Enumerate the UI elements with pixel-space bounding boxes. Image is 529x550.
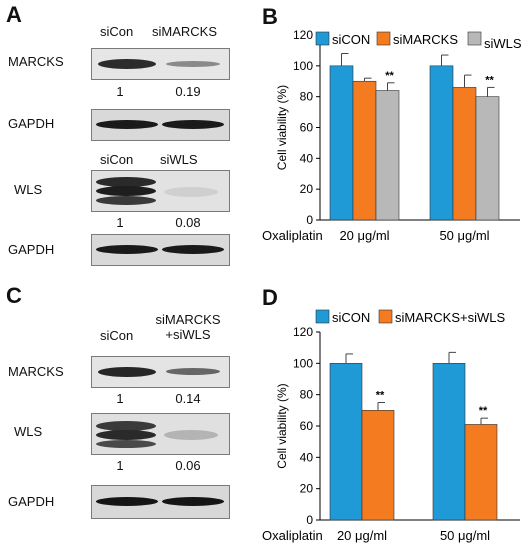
row-label: GAPDH: [8, 116, 55, 131]
blot-gapdh: [91, 485, 230, 519]
panel-label-b: B: [262, 4, 278, 29]
y-tick-label: 20: [300, 182, 314, 196]
y-tick-label: 20: [300, 482, 314, 496]
significance-label: **: [479, 405, 488, 417]
panel-label-a: A: [6, 2, 22, 27]
bar-siCON: [429, 65, 454, 221]
lane-label: siMARCKS: [152, 24, 218, 39]
y-tick-label: 100: [293, 59, 313, 73]
blot-gapdh: [91, 234, 230, 266]
bar-siWLS: [475, 96, 500, 221]
bar-siCON: [329, 363, 363, 521]
lane-label: siMARCKS: [155, 312, 221, 327]
legend-swatch: [315, 31, 330, 46]
blot-marcks: [91, 356, 230, 388]
quant-value: 0.19: [175, 84, 201, 99]
row-label: WLS: [14, 424, 43, 439]
quant-value: 0.08: [175, 215, 201, 230]
y-tick-label: 120: [293, 325, 313, 339]
row-label: WLS: [14, 182, 43, 197]
panel-label-d: D: [262, 285, 278, 310]
significance-label: **: [485, 74, 494, 86]
y-tick-label: 60: [300, 121, 314, 135]
quant-value: 1: [116, 458, 124, 473]
row-label: MARCKS: [8, 364, 64, 379]
legend-swatch: [378, 309, 393, 324]
bar-siMARCKS+siWLS: [464, 424, 498, 521]
band: [96, 421, 156, 431]
legend-label: siCON: [332, 32, 370, 47]
band: [98, 367, 156, 377]
quant-value: 1: [116, 391, 124, 406]
y-tick-label: 0: [306, 513, 313, 527]
band: [166, 368, 220, 375]
bar-siMARCKS: [352, 80, 377, 221]
x-axis-prefix: Oxaliplatin: [262, 528, 323, 543]
y-tick-label: 100: [293, 356, 313, 370]
band: [98, 59, 156, 69]
y-tick-label: 120: [293, 28, 313, 42]
band: [96, 196, 156, 205]
band: [96, 245, 158, 254]
band: [96, 430, 156, 440]
band: [162, 245, 224, 254]
panel-label-c: C: [6, 283, 22, 308]
y-tick-label: 40: [300, 450, 314, 464]
band: [96, 177, 156, 187]
y-tick-label: 80: [300, 90, 314, 104]
band: [96, 120, 158, 129]
lane-label: siWLS: [160, 152, 198, 167]
band: [96, 186, 156, 196]
y-tick-label: 80: [300, 388, 314, 402]
quant-value: 1: [116, 215, 124, 230]
bar-siCON: [432, 363, 466, 521]
x-axis-prefix: Oxaliplatin: [262, 228, 323, 243]
lane-label: siCon: [100, 24, 134, 39]
legend-swatch: [467, 31, 482, 46]
band: [164, 430, 218, 440]
legend-swatch: [315, 309, 330, 324]
quant-value: 0.06: [175, 458, 201, 473]
lane-label: +siWLS: [165, 327, 211, 342]
row-label: GAPDH: [8, 242, 55, 257]
band: [164, 187, 218, 197]
band: [96, 497, 158, 506]
lane-label: siCon: [100, 328, 134, 343]
lane-label: siCon: [100, 152, 134, 167]
row-label: MARCKS: [8, 54, 64, 69]
band: [96, 440, 156, 448]
legend-label: siCON: [332, 310, 370, 325]
legend-label: siMARCKS: [393, 32, 458, 47]
y-axis-label: Cell viability (%): [275, 383, 289, 468]
legend-label: siWLS: [484, 36, 522, 51]
blot-marcks: [91, 48, 230, 80]
y-tick-label: 40: [300, 151, 314, 165]
legend-swatch: [376, 31, 391, 46]
bar-siMARCKS: [452, 87, 477, 221]
quant-value: 1: [116, 84, 124, 99]
band: [166, 61, 220, 67]
x-tick-label: 50 μg/ml: [440, 528, 490, 543]
y-tick-label: 60: [300, 419, 314, 433]
band: [162, 120, 224, 129]
x-tick-label: 20 μg/ml: [337, 528, 387, 543]
blot-wls: [91, 413, 230, 455]
blot-gapdh: [91, 109, 230, 141]
y-tick-label: 0: [306, 213, 313, 227]
significance-label: **: [376, 390, 385, 402]
y-axis-label: Cell viability (%): [275, 85, 289, 170]
bar-siCON: [329, 65, 354, 221]
bar-siMARCKS+siWLS: [361, 410, 395, 521]
band: [162, 497, 224, 506]
row-label: GAPDH: [8, 494, 55, 509]
bar-siWLS: [375, 90, 400, 221]
blot-wls: [91, 170, 230, 212]
x-tick-label: 20 μg/ml: [339, 228, 389, 243]
quant-value: 0.14: [175, 391, 201, 406]
x-tick-label: 50 μg/ml: [439, 228, 489, 243]
legend-label: siMARCKS+siWLS: [395, 310, 505, 325]
significance-label: **: [385, 70, 394, 82]
